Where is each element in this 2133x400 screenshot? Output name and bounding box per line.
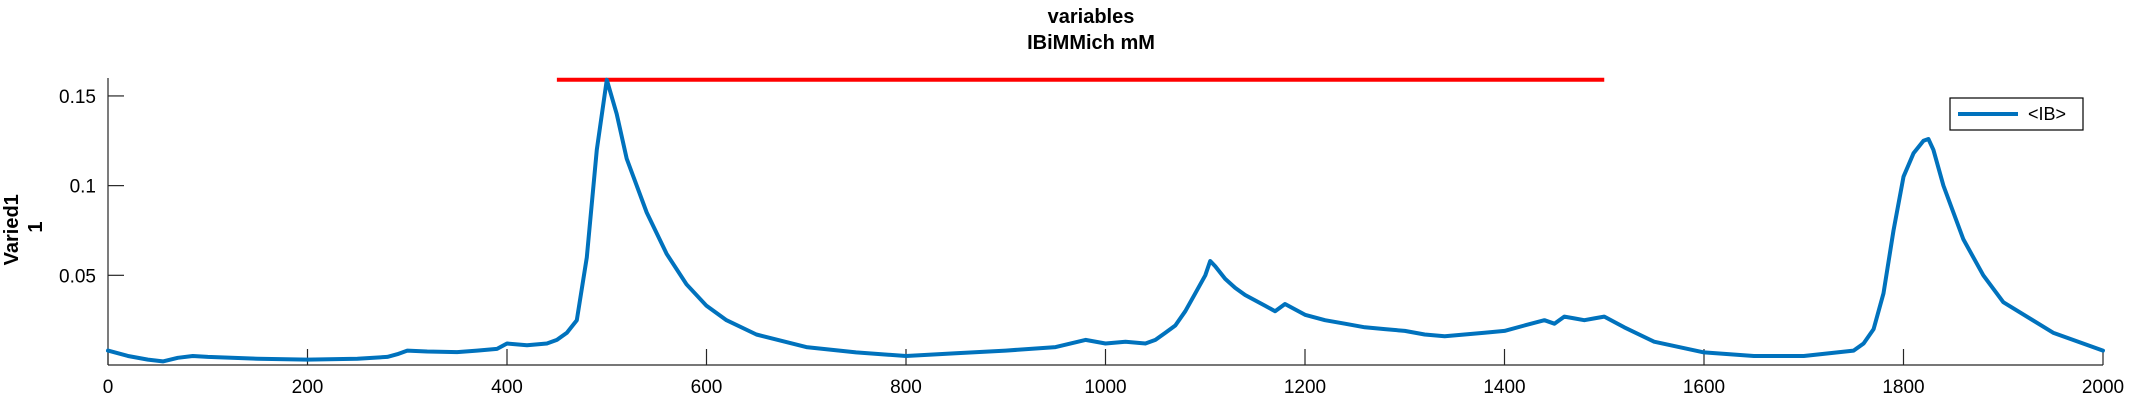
x-tick-label: 1000 xyxy=(1084,377,1126,398)
legend-entry: <IB> xyxy=(2028,104,2066,124)
chart-title: variables xyxy=(1048,6,1135,28)
y-tick-label: 0.1 xyxy=(70,177,96,198)
plot-area xyxy=(106,77,2105,364)
y-axis-label-line-2: 1 xyxy=(25,221,47,232)
x-tick-label: 800 xyxy=(890,377,922,398)
y-tick-label: 0.15 xyxy=(59,87,96,108)
x-tick-label: 2000 xyxy=(2082,377,2124,398)
axes xyxy=(107,78,2103,366)
legend: <IB> xyxy=(1949,97,2084,131)
ticks: 0 200 400 600 800 1000 1200 1400 1600 1800 2000 0.0… xyxy=(59,87,2124,398)
x-tick-label: 0 xyxy=(103,377,114,398)
chart-subtitle: IBiMMich mM xyxy=(1027,32,1155,54)
x-tick-label: 400 xyxy=(491,377,523,398)
x-tick-label: 1800 xyxy=(1882,377,1924,398)
x-tick-label: 200 xyxy=(292,377,324,398)
x-tick-label: 600 xyxy=(691,377,723,398)
x-tick-label: 1200 xyxy=(1284,377,1326,398)
y-axis-label: Varied1 1 xyxy=(1,189,47,266)
x-tick-label: 1600 xyxy=(1683,377,1725,398)
y-tick-label: 0.05 xyxy=(59,266,96,287)
series-line xyxy=(106,77,2105,364)
x-tick-label: 1400 xyxy=(1483,377,1525,398)
y-axis-label-line-1: Varied1 xyxy=(1,194,23,265)
